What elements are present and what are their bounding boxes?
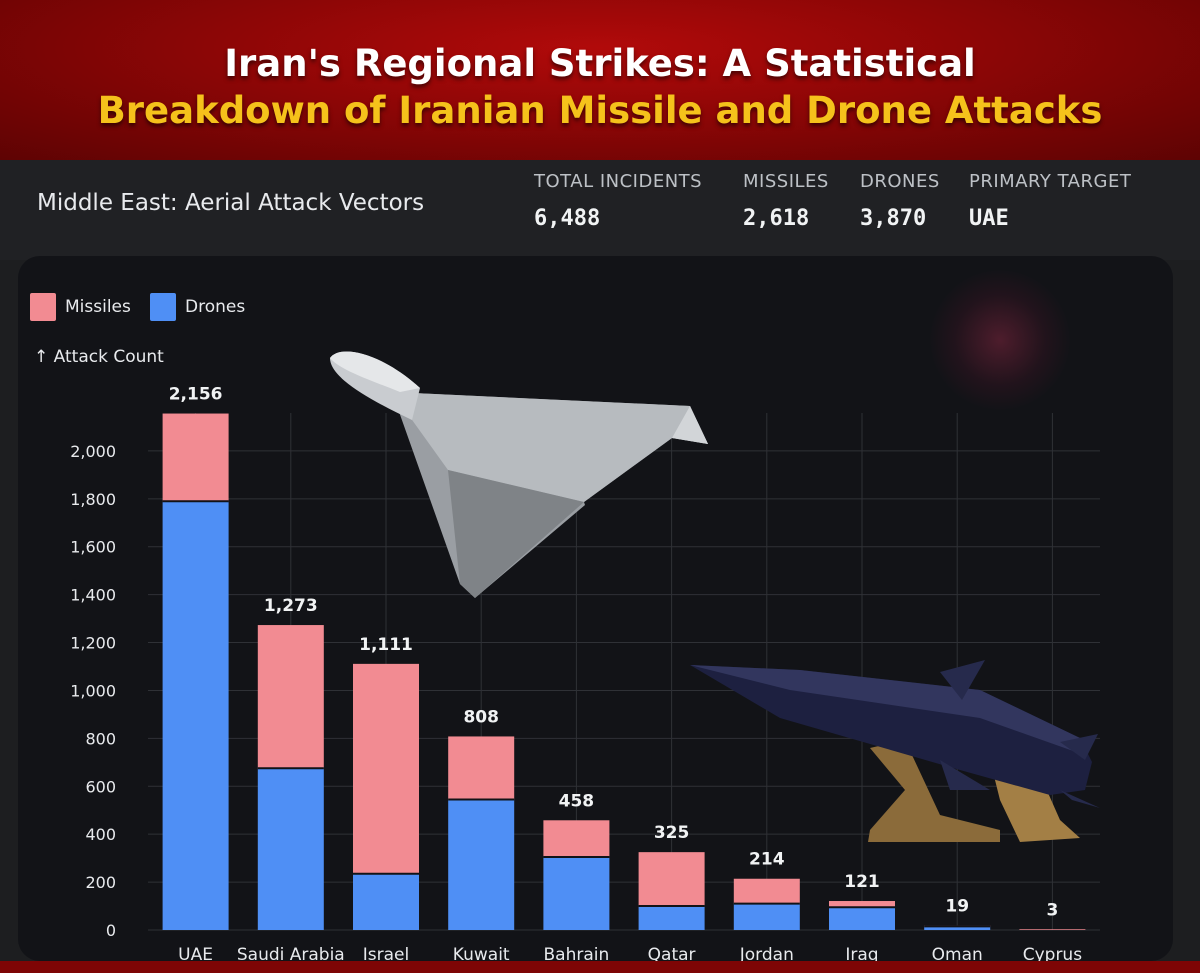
stat-value-total-incidents: 6,488 bbox=[534, 206, 601, 231]
stat-label-missiles: MISSILES bbox=[743, 171, 829, 192]
bar-missiles-cyprus bbox=[1019, 929, 1086, 930]
y-tick-label: 600 bbox=[85, 777, 116, 796]
stat-value-drones: 3,870 bbox=[860, 206, 927, 231]
bar-missiles-israel bbox=[353, 663, 419, 874]
data-label-total: 214 bbox=[749, 850, 785, 870]
y-tick-label: 1,600 bbox=[70, 538, 116, 557]
stat-value-primary-target: UAE bbox=[969, 206, 1009, 231]
legend-missiles-swatch bbox=[30, 293, 56, 321]
stat-label-total-incidents: TOTAL INCIDENTS bbox=[534, 171, 703, 192]
data-label-total: 325 bbox=[654, 823, 690, 843]
y-tick-label: 800 bbox=[85, 729, 116, 748]
data-label-total: 3 bbox=[1046, 900, 1058, 920]
y-tick-label: 0 bbox=[106, 921, 116, 940]
bar-drones-uae bbox=[162, 501, 229, 930]
background-glow bbox=[930, 270, 1070, 410]
bar-drones-oman bbox=[924, 926, 991, 930]
x-axis-ticks: UAE Saudi Arabia Israel Kuwait Bahrain Qatar J… bbox=[178, 945, 1082, 965]
y-tick-label: 1,400 bbox=[70, 586, 116, 605]
data-label-total: 1,111 bbox=[359, 635, 413, 655]
title-line-2: Breakdown of Iranian Missile and Drone A… bbox=[97, 89, 1103, 132]
x-tick-label: Oman bbox=[932, 945, 983, 965]
legend-drones-swatch bbox=[150, 293, 176, 321]
x-tick-label: Cyprus bbox=[1023, 945, 1082, 965]
bar-drones-israel bbox=[353, 873, 419, 930]
x-tick-label: UAE bbox=[178, 945, 213, 965]
data-label-total: 808 bbox=[463, 707, 499, 727]
y-tick-label: 1,800 bbox=[70, 490, 116, 509]
bottom-strip bbox=[0, 961, 1200, 973]
y-axis-label: Attack Count bbox=[53, 347, 164, 367]
data-label-total: 1,273 bbox=[264, 596, 318, 616]
stats-bar bbox=[0, 160, 1200, 260]
x-tick-label: Kuwait bbox=[453, 945, 510, 965]
stat-label-primary-target: PRIMARY TARGET bbox=[969, 171, 1132, 192]
data-label-total: 2,156 bbox=[169, 385, 223, 405]
y-tick-label: 2,000 bbox=[70, 442, 116, 461]
data-label-total: 121 bbox=[844, 872, 880, 892]
bar-missiles-iraq bbox=[829, 901, 895, 908]
stat-label-drones: DRONES bbox=[860, 171, 940, 192]
x-tick-label: Iraq bbox=[845, 945, 878, 965]
y-tick-label: 1,000 bbox=[70, 681, 116, 700]
bars bbox=[162, 413, 1086, 930]
bar-drones-kuwait bbox=[448, 799, 515, 930]
dashboard-title: Middle East: Aerial Attack Vectors bbox=[37, 190, 425, 216]
y-axis-ticks: 0 200 400 600 800 1,000 1,200 1,400 1,600 1,800 2,… bbox=[70, 442, 116, 940]
bar-drones-qatar bbox=[638, 906, 705, 930]
shahed-drone-icon bbox=[330, 351, 708, 598]
bar-missiles-bahrain bbox=[543, 820, 610, 857]
data-label-total: 19 bbox=[945, 896, 969, 916]
legend-missiles-label: Missiles bbox=[65, 297, 131, 317]
bar-missiles-uae bbox=[162, 413, 229, 502]
x-tick-label: Qatar bbox=[648, 945, 696, 965]
y-axis-title: ↑ Attack Count bbox=[34, 347, 164, 367]
bar-drones-jordan bbox=[733, 903, 800, 930]
bar-drones-iraq bbox=[829, 907, 895, 930]
title-line-1: Iran's Regional Strikes: A Statistical bbox=[224, 42, 976, 85]
bar-drones-bahrain bbox=[543, 856, 610, 930]
bar-missiles-qatar bbox=[638, 852, 705, 907]
ballistic-missile-icon bbox=[690, 660, 1100, 842]
bar-missiles-saudi-arabia bbox=[257, 625, 324, 769]
arrow-up-icon: ↑ bbox=[34, 347, 49, 367]
x-tick-label: Saudi Arabia bbox=[237, 945, 345, 965]
stat-value-missiles: 2,618 bbox=[743, 206, 810, 231]
bar-missiles-kuwait bbox=[448, 736, 515, 800]
x-tick-label: Jordan bbox=[739, 945, 794, 965]
bar-drones-saudi-arabia bbox=[257, 768, 324, 930]
y-tick-label: 400 bbox=[85, 825, 116, 844]
y-tick-label: 200 bbox=[85, 873, 116, 892]
y-tick-label: 1,200 bbox=[70, 634, 116, 653]
x-tick-label: Bahrain bbox=[544, 945, 610, 965]
legend-drones-label: Drones bbox=[185, 297, 246, 317]
bar-missiles-jordan bbox=[733, 878, 800, 904]
data-label-total: 458 bbox=[559, 791, 595, 811]
title-banner: Iran's Regional Strikes: A Statistical B… bbox=[0, 0, 1200, 160]
x-tick-label: Israel bbox=[363, 945, 409, 965]
data-labels: 2,156 1,273 1,111 808 458 325 214 121 19 3 bbox=[169, 385, 1059, 921]
